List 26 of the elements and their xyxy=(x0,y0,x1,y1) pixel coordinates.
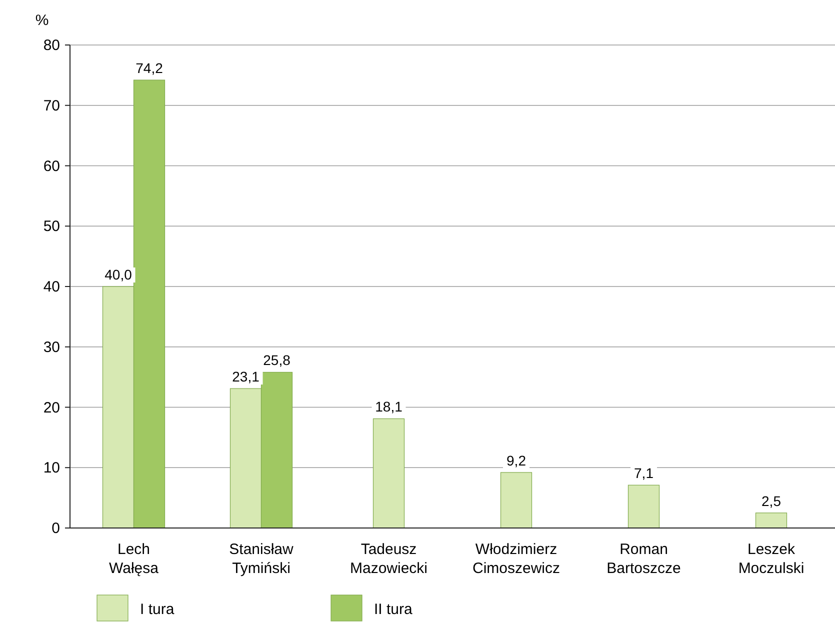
y-tick-label: 50 xyxy=(43,218,60,236)
x-tick-label: Roman Bartoszcze xyxy=(606,541,681,577)
y-axis-title: % xyxy=(35,12,49,29)
y-tick-label: 30 xyxy=(43,338,60,356)
y-tick-label: 0 xyxy=(52,520,60,537)
data-label: 74,2 xyxy=(136,60,164,76)
legend-label: II tura xyxy=(374,601,414,618)
x-tick-label: Tadeusz Mazowiecki xyxy=(350,541,428,577)
data-label: 2,5 xyxy=(762,492,782,509)
y-tick-label: 80 xyxy=(43,37,60,54)
data-label: 18,1 xyxy=(375,398,403,415)
y-tick-label: 10 xyxy=(43,460,60,477)
y-tick-label: 20 xyxy=(43,399,60,416)
data-label: 7,1 xyxy=(634,465,654,482)
data-label: 25,8 xyxy=(263,352,291,368)
y-tick-label: 40 xyxy=(43,278,60,296)
x-tick-label: Lech Wałęsa xyxy=(109,541,160,577)
x-tick-label: Włodzimierz Cimoszewicz xyxy=(472,541,560,577)
data-label: 23,1 xyxy=(232,368,260,385)
legend-label: I tura xyxy=(140,601,175,618)
data-label: 9,2 xyxy=(506,452,526,468)
x-tick-label: Leszek Moczulski xyxy=(738,541,804,577)
y-tick-label: 70 xyxy=(43,97,60,114)
x-tick-label: Stanisław Tymiński xyxy=(229,541,294,577)
y-tick-label: 60 xyxy=(43,158,60,175)
data-label: 40,0 xyxy=(104,266,132,282)
